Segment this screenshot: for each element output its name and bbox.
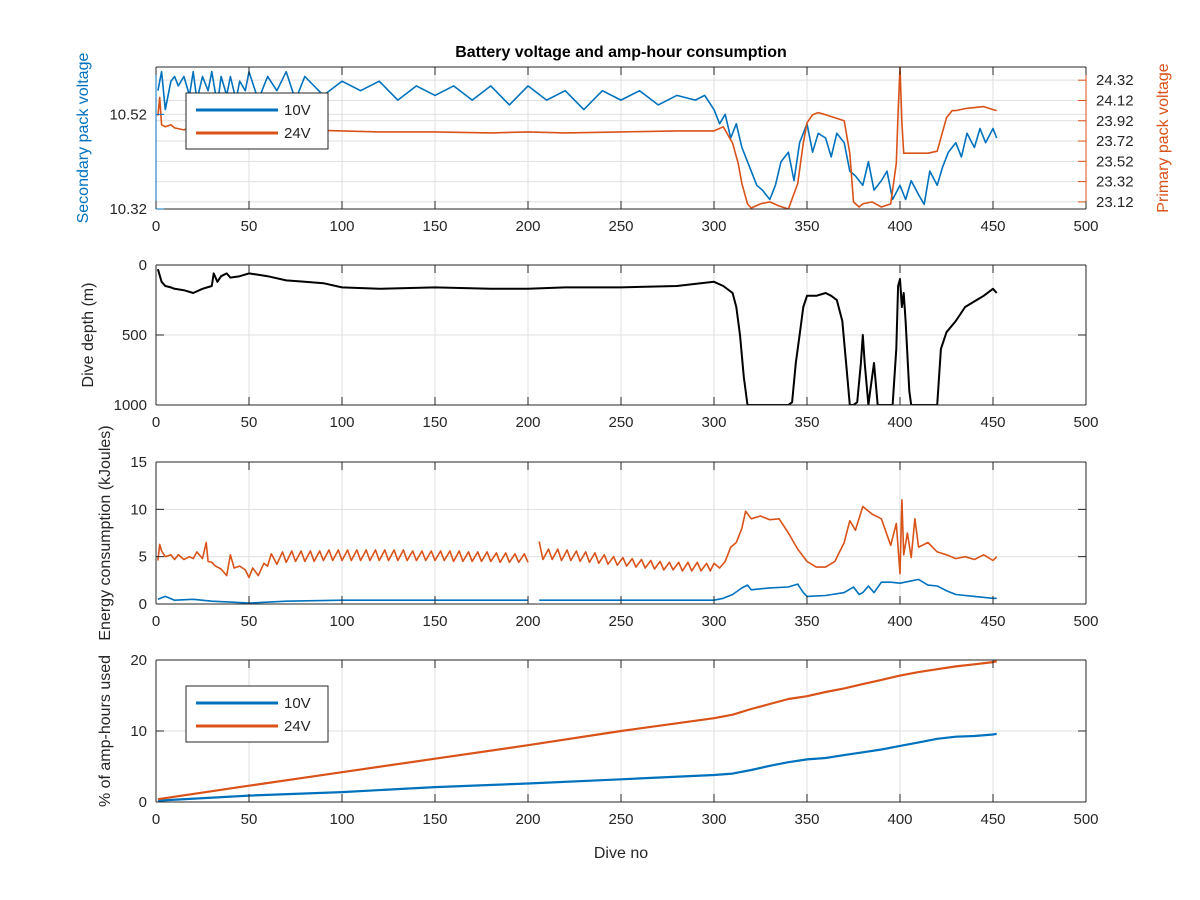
- subplot-3: 0 50 100 150 200 250 300 350 400 450 500 0 5 10 15 Ener…: [97, 425, 1099, 640]
- x-tick-label: 50: [241, 811, 258, 828]
- legend-label-10v: 10V: [284, 102, 311, 119]
- x-tick-label: 350: [794, 811, 819, 828]
- series-line-24v: [157, 499, 998, 579]
- x-tick-label: 450: [980, 811, 1005, 828]
- y-right-axis-label: Primary pack voltage: [1155, 63, 1172, 212]
- y-right-tick-label: 23.12: [1096, 194, 1134, 211]
- x-tick-label: 500: [1073, 218, 1098, 235]
- x-tick-label: 150: [422, 613, 447, 630]
- x-tick-label: 0: [152, 613, 160, 630]
- x-tick-label: 150: [422, 218, 447, 235]
- x-tick-label: 350: [794, 218, 819, 235]
- x-tick-label: 250: [608, 218, 633, 235]
- y-tick-label: 10.32: [109, 201, 147, 218]
- subplot-2: 0 50 100 150 200 250 300 350 400 450 500 0 500 1000 Di…: [80, 257, 1099, 431]
- x-tick-label: 200: [515, 811, 540, 828]
- legend-label-24v: 24V: [284, 718, 311, 735]
- y-tick-label: 500: [122, 327, 147, 344]
- y-tick-label: 0: [139, 794, 147, 811]
- y-tick-label: 15: [130, 454, 147, 471]
- x-axis-label: Dive no: [594, 845, 648, 862]
- x-tick-label: 450: [980, 414, 1005, 431]
- x-tick-label: 100: [329, 414, 354, 431]
- x-tick-label: 200: [515, 414, 540, 431]
- x-tick-label: 300: [701, 218, 726, 235]
- x-tick-label: 450: [980, 613, 1005, 630]
- x-tick-label: 400: [887, 811, 912, 828]
- subplot-1: 0 50 100 150 200 250 300 350 400 450 500 10.32 10.52…: [75, 53, 1172, 235]
- y-right-tick-label: 23.72: [1096, 133, 1134, 150]
- y-axis-label: Energy consumption (kJoules): [97, 425, 114, 640]
- y-right-tick-label: 24.32: [1096, 72, 1134, 89]
- x-tick-label: 50: [241, 613, 258, 630]
- series-line-24v: [157, 660, 997, 801]
- legend-label-10v: 10V: [284, 695, 311, 712]
- y-tick-label: 5: [139, 549, 147, 566]
- y-tick-label: 10: [130, 723, 147, 740]
- x-tick-label: 400: [887, 613, 912, 630]
- y-tick-label: 20: [130, 652, 147, 669]
- x-tick-label: 50: [241, 218, 258, 235]
- x-tick-label: 100: [329, 613, 354, 630]
- series-group: [157, 499, 998, 604]
- x-tick-label: 0: [152, 414, 160, 431]
- x-tick-label: 100: [329, 218, 354, 235]
- series-group: [157, 660, 997, 802]
- series-line-10v: [157, 732, 997, 802]
- x-tick-label: 300: [701, 613, 726, 630]
- x-tick-label: 350: [794, 414, 819, 431]
- x-tick-label: 500: [1073, 414, 1098, 431]
- x-tick-label: 0: [152, 811, 160, 828]
- figure-title: Battery voltage and amp-hour consumption: [455, 44, 787, 61]
- y-tick-label: 10.52: [109, 106, 147, 123]
- x-tick-label: 250: [608, 613, 633, 630]
- legend-label-24v: 24V: [284, 125, 311, 142]
- series-group: [156, 268, 998, 405]
- x-tick-label: 400: [887, 414, 912, 431]
- x-tick-label: 500: [1073, 811, 1098, 828]
- y-axis-label: % of amp-hours used: [97, 655, 114, 807]
- x-tick-label: 150: [422, 811, 447, 828]
- x-tick-label: 400: [887, 218, 912, 235]
- y-tick-label: 1000: [114, 397, 147, 414]
- y-right-tick-label: 23.52: [1096, 153, 1134, 170]
- y-tick-label: 0: [139, 596, 147, 613]
- legend-box: [185, 92, 329, 150]
- x-tick-label: 300: [701, 414, 726, 431]
- series-line-depth: [156, 268, 998, 405]
- series-line-10v: [157, 70, 998, 206]
- y-axis-label: Secondary pack voltage: [75, 53, 92, 224]
- y-right-tick-label: 23.32: [1096, 174, 1134, 191]
- x-tick-label: 250: [608, 414, 633, 431]
- y-tick-label: 0: [139, 257, 147, 274]
- x-tick-label: 150: [422, 414, 447, 431]
- subplot-4: 0 50 100 150 200 250 300 350 400 450 500 0 10 20 % of …: [97, 652, 1099, 828]
- series-line-10v: [157, 578, 997, 604]
- x-tick-label: 100: [329, 811, 354, 828]
- legend-box: [185, 685, 329, 743]
- x-tick-label: 300: [701, 811, 726, 828]
- x-tick-label: 250: [608, 811, 633, 828]
- y-right-tick-label: 23.92: [1096, 113, 1134, 130]
- x-tick-label: 0: [152, 218, 160, 235]
- x-tick-label: 200: [515, 218, 540, 235]
- x-tick-label: 50: [241, 414, 258, 431]
- y-axis-label: Dive depth (m): [80, 283, 97, 388]
- x-tick-label: 350: [794, 613, 819, 630]
- y-tick-label: 10: [130, 501, 147, 518]
- x-tick-label: 200: [515, 613, 540, 630]
- x-tick-label: 450: [980, 218, 1005, 235]
- y-right-tick-label: 24.12: [1096, 92, 1134, 109]
- x-tick-label: 500: [1073, 613, 1098, 630]
